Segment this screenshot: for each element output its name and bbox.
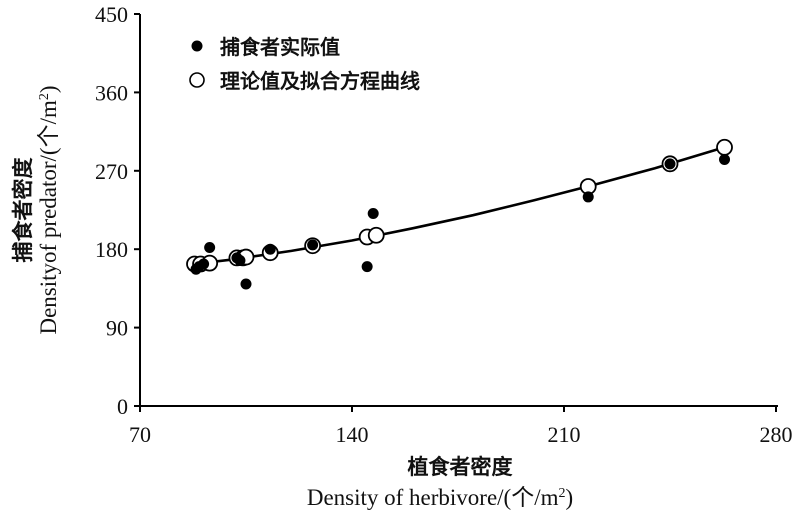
y-tick-label: 90 [106,316,128,341]
plot-area: 0 90 180 270 360 450 70 140 210 280 [95,2,793,447]
y-tick-label: 360 [95,80,128,105]
y-tick-label: 270 [95,159,128,184]
y-tick-label: 0 [117,394,128,419]
x-tick-label: 210 [548,422,581,447]
legend-filled-marker [191,40,203,52]
x-tick-group: 70 140 210 280 [129,406,793,447]
legend: 捕食者实际值 理论值及拟合方程曲线 [189,35,420,93]
actual-point [367,207,379,219]
x-tick-label: 140 [336,422,369,447]
x-tick-label: 280 [760,422,793,447]
x-axis-title-cn: 植食者密度 [408,455,513,479]
actual-point [664,158,676,170]
y-tick-label: 180 [95,237,128,262]
actual-point-group [190,153,731,290]
y-tick-group: 0 90 180 270 360 450 [95,2,140,419]
actual-point [719,153,731,165]
y-axis-title: 捕食者密度 Densityof predator/(个/m2) [11,85,61,334]
x-axis-title-en: Density of herbivore/(个/m2) [307,485,573,510]
legend-fit-label: 理论值及拟合方程曲线 [220,69,420,93]
actual-point [361,261,373,273]
actual-point [582,191,594,203]
x-tick-label: 70 [129,422,151,447]
actual-point [204,241,216,253]
fit-point [367,226,385,244]
actual-point [198,258,210,270]
actual-point [264,243,276,255]
y-tick-label: 450 [95,2,128,27]
y-axis-title-en: Densityof predator/(个/m2) [36,85,61,334]
fit-point [716,138,733,156]
y-axis-title-cn: 捕食者密度 [11,158,35,263]
fit-curve [194,146,725,266]
x-axis-title: 植食者密度 Density of herbivore/(个/m2) [307,455,573,510]
actual-point [240,278,252,290]
legend-open-marker [189,72,205,88]
legend-actual-label: 捕食者实际值 [220,35,340,59]
actual-point [234,255,246,267]
actual-point [307,239,319,251]
